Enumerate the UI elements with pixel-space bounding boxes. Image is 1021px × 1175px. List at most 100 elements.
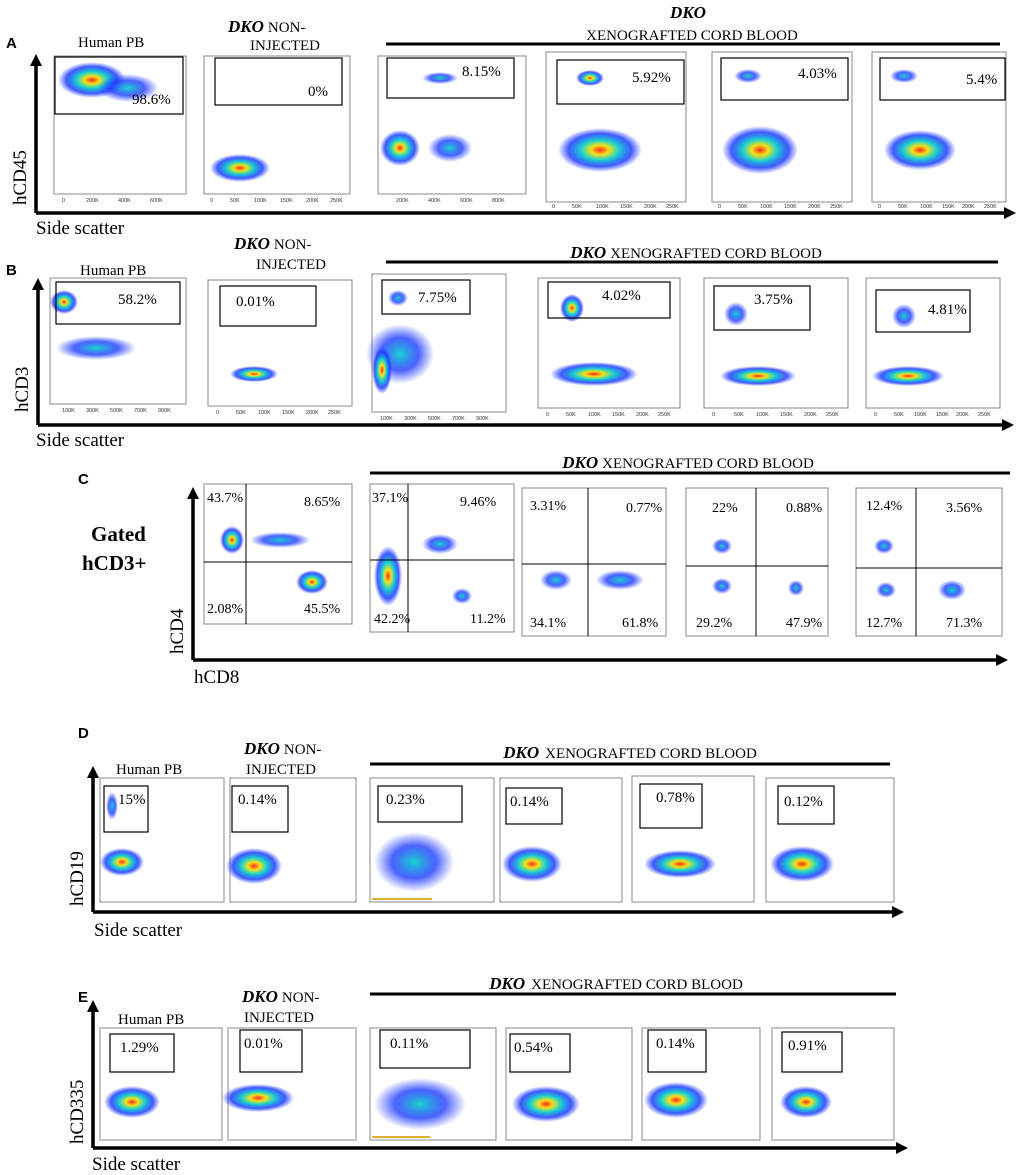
panel-b-plot-5: 3.75% 0 50K 100K 150K 200K 250K [703,277,849,418]
tick-label: 400K [118,198,131,204]
quadrant-label-upper-right: 3.56% [946,501,983,516]
tick-label: 100K [920,204,933,210]
tick-label: 100K [588,412,601,418]
panel-e-x-arrow [896,1142,908,1154]
gate [379,1029,471,1069]
tick-label: 800K [492,198,505,204]
tick-label: 200K [306,198,319,204]
tick-label: 400K [428,198,441,204]
tick-label: 200K [636,412,649,418]
gate [239,1029,303,1073]
panel-c-y-arrow [187,487,199,499]
gate [781,1031,843,1073]
quadrant-label-upper-left: 37.1% [372,491,409,506]
percentage-label: 0% [308,84,328,100]
panel-e-y-arrow [87,1000,99,1012]
panel-c-plot-5: 12.4% 3.56% 12.7% 71.3% [855,487,1003,637]
panel-c-plot-4: 22% 0.88% 29.2% 47.9% [685,487,829,637]
percentage-label: 4.81% [928,302,967,318]
tick-label: 200K [86,198,99,204]
percentage-label: 0.11% [390,1036,428,1052]
panel-c-xeno-title: DKO XENOGRAFTED CORD BLOOD [561,453,814,472]
panel-a-human-pb-label: Human PB [78,35,144,51]
tick-label: 900K [158,408,171,414]
panel-e-non-injected-label: DKO NON- [241,987,319,1006]
panel-c-label: C [78,471,89,488]
quadrant-label-upper-right: 0.77% [626,501,663,516]
tick-label: 0 [216,410,219,416]
quadrant-label-lower-left: 12.7% [866,616,903,631]
gate [231,785,289,833]
panel-c-plot-3: 3.31% 0.77% 34.1% 61.8% [521,487,667,637]
tick-label: 150K [280,198,293,204]
tick-label: 150K [620,204,633,210]
panel-a-non-injected-line2: INJECTED [250,38,320,54]
tick-label: 200K [956,412,969,418]
quadrant-label-lower-right: 71.3% [946,616,983,631]
percentage-label: 0.14% [656,1036,695,1052]
gate [54,56,184,115]
panel-e-plot-4: 0.54% [505,1027,633,1141]
tick-label: 50K [230,198,240,204]
panel-d-human-pb-label: Human PB [116,762,182,778]
panel-e-xeno-title: DKO XENOGRAFTED CORD BLOOD [488,974,743,993]
tick-label: 50K [236,410,246,416]
tick-label: 150K [612,412,625,418]
tick-label: 150K [282,410,295,416]
panel-b-label: B [6,262,17,279]
tick-label: 50K [898,204,908,210]
percentage-label: 98.6% [132,92,171,108]
panel-d-x-axis-label: Side scatter [94,920,183,941]
panel-d-plot-1: 15% [99,777,225,903]
tick-label: 700K [452,416,465,422]
percentage-label: 0.23% [386,792,425,808]
tick-label: 300K [86,408,99,414]
gate [219,285,317,327]
panel-e-human-pb-label: Human PB [118,1012,184,1028]
gate [875,289,971,333]
gate [214,57,343,106]
tick-label: 500K [428,416,441,422]
gate [879,57,1006,101]
panel-e-plot-5: 0.14% [641,1027,761,1141]
panel-b-plot-6: 4.81% 0 50K 100K 150K 200K 250K [865,277,1001,418]
gate [386,57,515,99]
tick-label: 100K [254,198,267,204]
panel-e-plot-6: 0.91% [771,1027,895,1141]
quadrant-label-upper-right: 9.46% [460,495,497,510]
gate [109,1033,175,1073]
gate [55,281,181,325]
tick-label: 250K [826,412,839,418]
percentage-label: 4.02% [602,288,641,304]
panel-d-label: D [78,725,89,742]
tick-label: 150K [784,204,797,210]
panel-a-plot-5: 4.03% 0 50K 100K 150K 200K 250K [711,51,853,210]
panel-d-plot-2: 0.14% [226,777,357,903]
panel-c-x-axis-label: hCD8 [194,667,239,688]
panel-d-y-arrow [87,766,99,778]
tick-label: 100K [380,416,393,422]
quadrant-label-lower-right: 45.5% [304,602,341,617]
tick-label: 250K [984,204,997,210]
tick-label: 250K [666,204,679,210]
tick-label: 0 [552,204,555,210]
gate [647,1029,707,1073]
tick-label: 0 [210,198,213,204]
gate [377,785,463,823]
percentage-label: 15% [118,792,146,808]
panel-d-xeno-title: DKO XENOGRAFTED CORD BLOOD [502,743,757,762]
panel-b-y-axis-label: hCD3 [12,367,33,412]
tick-label: 100K [914,412,927,418]
quadrant-label-upper-left: 43.7% [207,491,244,506]
tick-label: 100K [756,412,769,418]
panel-b-plot-1: 58.2% 100K 300K 500K 700K 900K [49,277,187,414]
tick-label: 250K [330,198,343,204]
gate [103,785,149,833]
panel-c-plot-1: 43.7% 8.65% 2.08% 45.5% [203,483,353,625]
tick-label: 250K [830,204,843,210]
panel-b-plot-4: 4.02% 0 50K 100K 150K 200K 250K [537,277,681,418]
panel-b-non-injected-line2: INJECTED [256,257,326,273]
percentage-label: 5.92% [632,70,671,86]
panel-d-plot-4: 0.14% [499,777,623,903]
panel-b-plot-2: 0.01% 0 50K 100K 150K 200K 250K [207,279,353,416]
